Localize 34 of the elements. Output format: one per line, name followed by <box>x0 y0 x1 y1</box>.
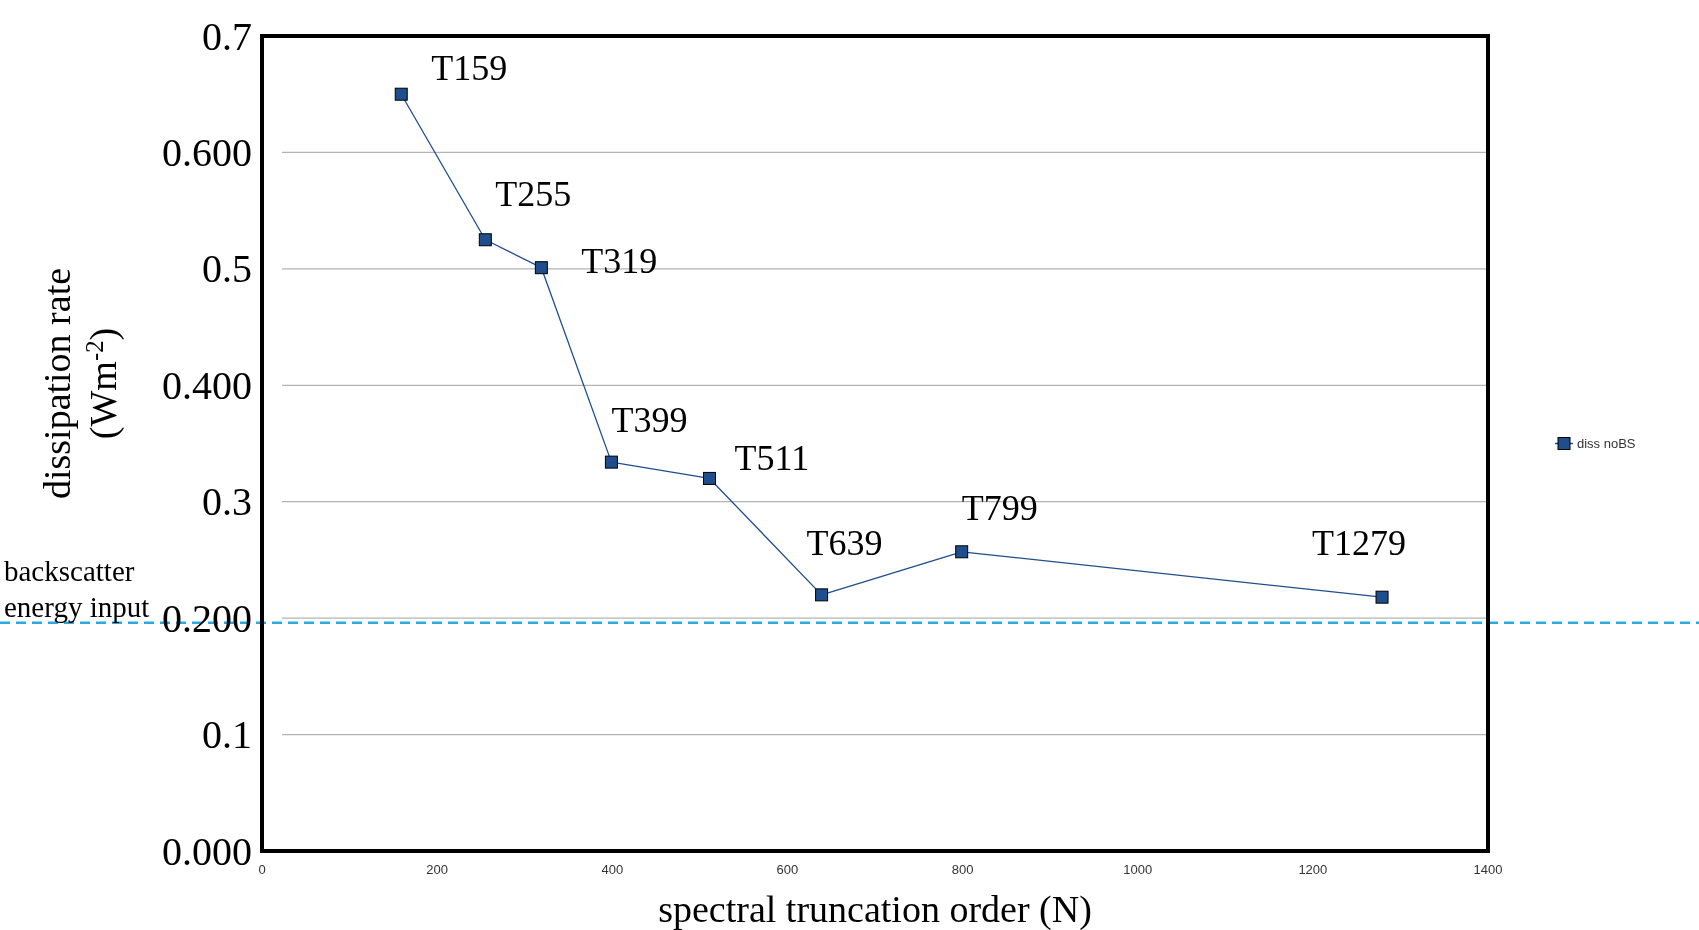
y-tick-label: 0.600 <box>162 129 252 175</box>
y-tick-label: 0.3 <box>202 479 252 525</box>
annotation: T639 <box>806 522 883 563</box>
point <box>702 471 716 485</box>
y-tick-label: 0.5 <box>202 246 252 292</box>
ref-line-label: backscatter energy input <box>4 554 150 623</box>
x-tick-label: 800 <box>951 862 974 877</box>
annotation: T255 <box>495 173 572 214</box>
annotation: T511 <box>734 438 810 479</box>
point <box>394 87 408 101</box>
y-tick-label: 0.000 <box>162 828 252 874</box>
annotation: T159 <box>431 48 508 89</box>
point <box>604 455 618 469</box>
point <box>1375 590 1389 604</box>
y-tick-label: 0.400 <box>162 362 252 408</box>
x-tick-label: 0 <box>258 862 266 877</box>
x-tick-label: 200 <box>426 862 448 877</box>
point <box>955 545 969 559</box>
annotation: T1279 <box>1312 523 1407 564</box>
annotation: T399 <box>611 400 688 441</box>
point <box>534 261 548 275</box>
legend-label: diss noBS <box>1577 436 1636 451</box>
point <box>815 588 829 602</box>
y-tick-label: 0.1 <box>202 712 252 758</box>
x-tick-label: 400 <box>601 862 624 877</box>
annotation: T799 <box>961 487 1038 528</box>
y-tick-label: 0.7 <box>202 13 252 59</box>
annotation: T319 <box>581 240 658 281</box>
x-tick-label: 1400 <box>1473 862 1503 877</box>
x-tick-label: 600 <box>776 862 799 877</box>
point <box>478 233 492 247</box>
x-tick-label: 1000 <box>1123 862 1153 877</box>
x-tick-label: 1200 <box>1298 862 1328 877</box>
x-axis-title: spectral truncation order (N) <box>658 888 1092 930</box>
